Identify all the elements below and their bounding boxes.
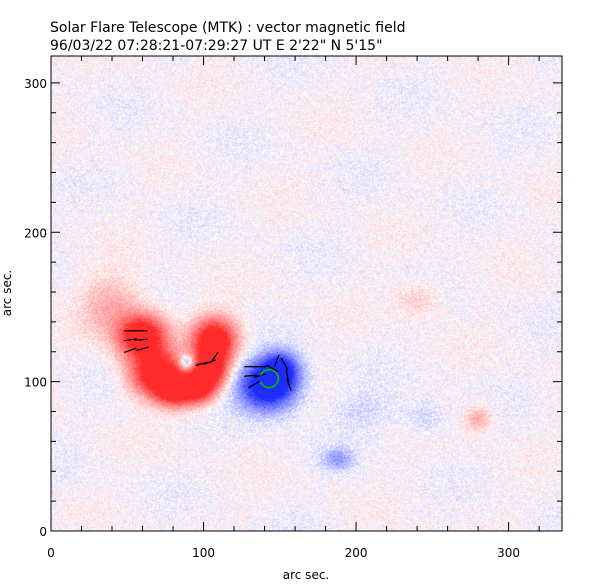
field-vector: [253, 373, 267, 378]
x-tick-label: 200: [345, 546, 368, 560]
chart-subtitle: 96/03/22 07:28:21-07:29:27 UT E 2'22" N …: [50, 38, 383, 54]
x-axis-label: arc sec.: [283, 568, 329, 582]
x-tick-label: 100: [192, 546, 215, 560]
field-vector: [244, 374, 258, 377]
field-vector: [136, 346, 149, 352]
field-vector: [195, 361, 209, 366]
field-vector: [247, 380, 260, 389]
x-tick-label: 300: [497, 546, 520, 560]
y-axis-label: arc sec.: [0, 270, 14, 316]
field-vector: [203, 359, 216, 365]
y-tick-label: 0: [39, 525, 47, 539]
field-contours: [259, 368, 280, 389]
field-vector: [209, 352, 219, 364]
field-contour: [259, 368, 280, 389]
field-vector: [286, 378, 292, 391]
axis-ticks: [50, 56, 562, 532]
field-vector: [273, 354, 280, 368]
chart-title: Solar Flare Telescope (MTK) : vector mag…: [50, 20, 406, 36]
field-vector: [124, 347, 137, 354]
transverse-field-vectors: [123, 330, 292, 391]
field-vector: [285, 369, 290, 383]
axis-tick-labels: 0 100 200 300 0 100 200 300: [24, 77, 520, 560]
x-tick-label: 0: [47, 546, 55, 560]
magnetic-field-map: [51, 56, 562, 531]
field-vector: [280, 357, 289, 370]
field-vector: [266, 364, 279, 372]
field-vector: [123, 338, 137, 342]
y-tick-label: 200: [24, 226, 47, 240]
y-tick-label: 100: [24, 376, 47, 390]
field-vector: [134, 338, 148, 341]
plot-frame: [50, 55, 563, 532]
y-tick-label: 300: [24, 77, 47, 91]
